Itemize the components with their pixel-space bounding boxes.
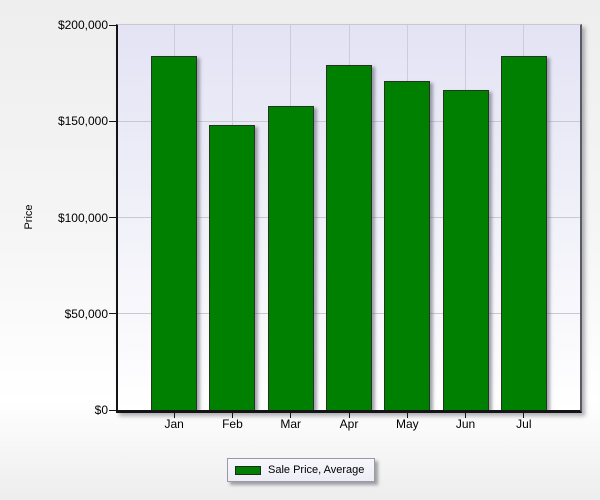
y-tick-mark xyxy=(109,217,116,218)
y-tick-mark xyxy=(109,24,116,26)
legend[interactable]: Sale Price, Average xyxy=(227,458,376,482)
bar-jun[interactable] xyxy=(442,90,489,410)
bar-mar[interactable] xyxy=(267,105,314,410)
y-tick-label: $50,000 xyxy=(64,306,108,321)
y-tick-label: $150,000 xyxy=(57,114,108,129)
x-tick-label-may: May xyxy=(395,417,419,431)
bar-may[interactable] xyxy=(384,80,431,410)
x-tick-label-jul: Jul xyxy=(516,417,532,431)
x-tick-label-mar: Mar xyxy=(280,417,302,431)
bar-apr[interactable] xyxy=(326,65,372,410)
x-tick-mark xyxy=(173,413,175,418)
x-tick-label-feb: Feb xyxy=(222,417,243,431)
y-tick-label: $200,000 xyxy=(57,18,108,32)
legend-label: Sale Price, Average xyxy=(268,464,365,476)
y-tick-label: $0 xyxy=(94,403,108,417)
x-tick-label-apr: Apr xyxy=(339,417,359,431)
x-tick-mark xyxy=(348,413,350,418)
x-tick-mark xyxy=(523,413,525,418)
legend-swatch-icon xyxy=(235,465,261,475)
x-tick-label-jan: Jan xyxy=(164,417,184,431)
x-tick-mark xyxy=(465,413,467,418)
plot-area xyxy=(116,24,582,413)
bar-feb[interactable] xyxy=(209,125,256,410)
bar-jan[interactable] xyxy=(151,55,198,410)
y-tick-mark xyxy=(109,120,116,122)
x-tick-mark xyxy=(290,413,292,418)
x-tick-mark xyxy=(231,413,233,418)
x-tick-label-jun: Jun xyxy=(455,417,476,431)
bar-jul[interactable] xyxy=(500,55,547,410)
y-tick-mark xyxy=(109,409,116,411)
y-tick-mark xyxy=(109,313,116,315)
x-tick-mark xyxy=(406,413,408,418)
y-tick-label: $100,000 xyxy=(57,210,108,225)
plot-inner xyxy=(118,25,580,410)
